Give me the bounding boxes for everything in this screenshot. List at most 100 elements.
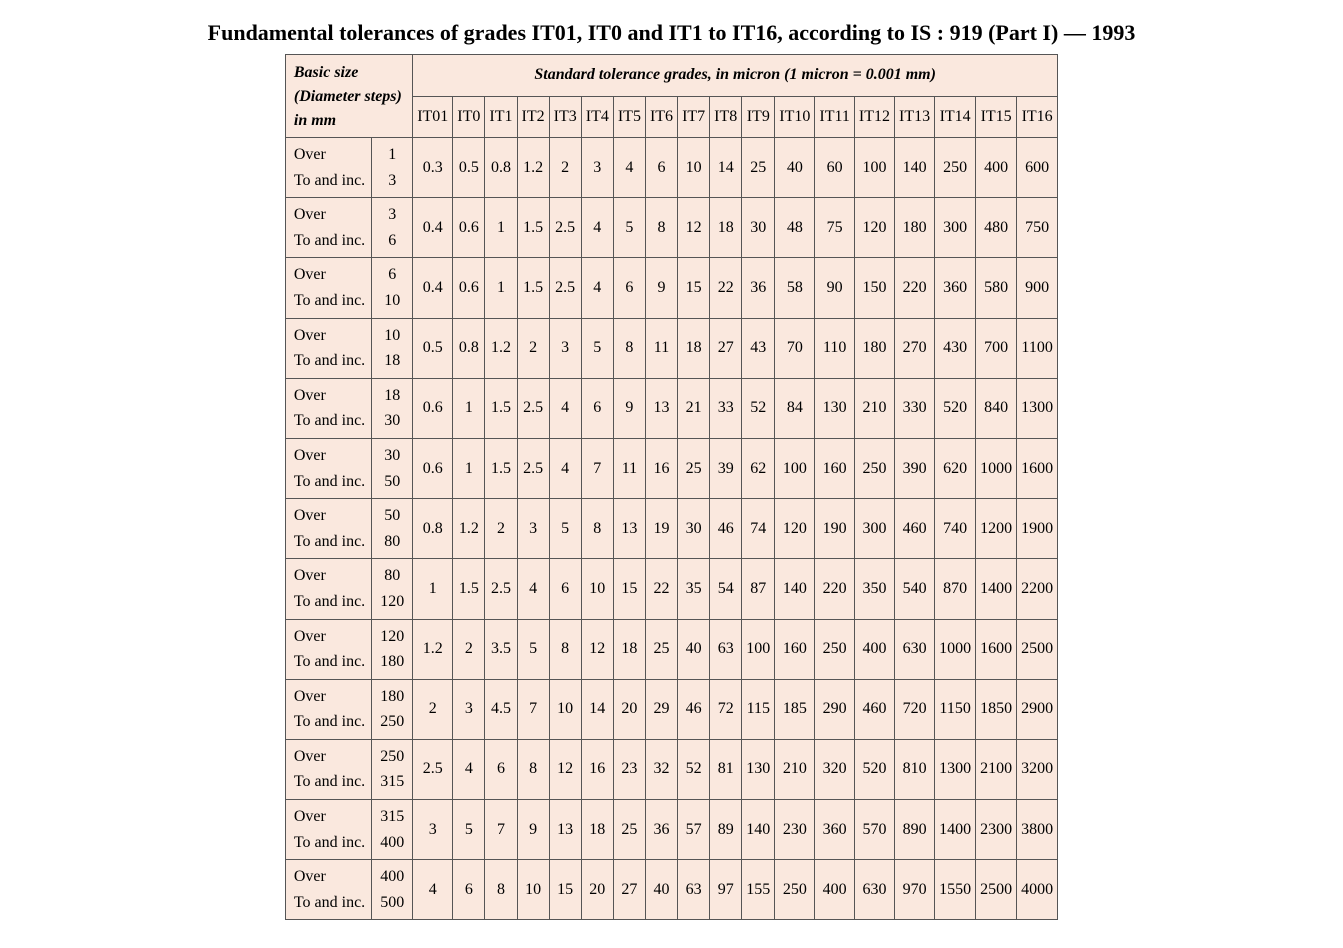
value-cell: 2 (413, 679, 453, 739)
size-to: 18 (384, 352, 400, 369)
table-row: OverTo and inc.3154003579131825365789140… (285, 800, 1057, 860)
table-row: OverTo and inc.6100.40.611.52.5469152236… (285, 258, 1057, 318)
value-cell: 0.4 (413, 258, 453, 318)
grade-header: IT11 (815, 96, 855, 138)
value-cell: 620 (935, 438, 976, 498)
value-cell: 16 (581, 739, 613, 799)
row-label-to: To and inc. (294, 834, 365, 851)
value-cell: 22 (710, 258, 742, 318)
size-range-cell: 315400 (372, 800, 413, 860)
row-label-over: Over (294, 447, 326, 464)
row-label-over: Over (294, 748, 326, 765)
value-cell: 6 (485, 739, 517, 799)
row-label-over: Over (294, 327, 326, 344)
value-cell: 2.5 (517, 438, 549, 498)
size-over: 400 (380, 868, 404, 885)
grade-header: IT01 (413, 96, 453, 138)
value-cell: 120 (854, 198, 894, 258)
value-cell: 11 (613, 438, 645, 498)
row-label-over: Over (294, 567, 326, 584)
row-label-to: To and inc. (294, 533, 365, 550)
value-cell: 1.5 (453, 559, 485, 619)
value-cell: 6 (549, 559, 581, 619)
value-cell: 1100 (1017, 318, 1058, 378)
value-cell: 2 (453, 619, 485, 679)
value-cell: 300 (935, 198, 976, 258)
value-cell: 4 (613, 138, 645, 198)
value-cell: 5 (549, 499, 581, 559)
value-cell: 1.2 (453, 499, 485, 559)
value-cell: 21 (678, 378, 710, 438)
value-cell: 2300 (976, 800, 1017, 860)
grade-header: IT6 (645, 96, 677, 138)
value-cell: 18 (613, 619, 645, 679)
value-cell: 840 (976, 378, 1017, 438)
value-cell: 52 (742, 378, 775, 438)
value-cell: 4 (453, 739, 485, 799)
value-cell: 33 (710, 378, 742, 438)
row-label-over: Over (294, 507, 326, 524)
value-cell: 97 (710, 860, 742, 920)
value-cell: 11 (645, 318, 677, 378)
row-label-cell: OverTo and inc. (285, 800, 371, 860)
value-cell: 1150 (935, 679, 976, 739)
table-row: OverTo and inc.360.40.611.52.54581218304… (285, 198, 1057, 258)
size-range-cell: 36 (372, 198, 413, 258)
value-cell: 970 (895, 860, 935, 920)
value-cell: 120 (775, 499, 815, 559)
size-over: 180 (380, 688, 404, 705)
value-cell: 600 (1017, 138, 1058, 198)
value-cell: 700 (976, 318, 1017, 378)
value-cell: 1400 (976, 559, 1017, 619)
value-cell: 90 (815, 258, 855, 318)
size-over: 10 (384, 327, 400, 344)
value-cell: 40 (645, 860, 677, 920)
value-cell: 130 (742, 739, 775, 799)
row-label-to: To and inc. (294, 172, 365, 189)
value-cell: 1.5 (517, 198, 549, 258)
size-over: 1 (388, 146, 396, 163)
value-cell: 630 (895, 619, 935, 679)
grade-header: IT8 (710, 96, 742, 138)
value-cell: 39 (710, 438, 742, 498)
row-label-cell: OverTo and inc. (285, 318, 371, 378)
row-label-cell: OverTo and inc. (285, 378, 371, 438)
table-row: OverTo and inc.2503152.54681216233252811… (285, 739, 1057, 799)
value-cell: 12 (678, 198, 710, 258)
value-cell: 1550 (935, 860, 976, 920)
value-cell: 52 (678, 739, 710, 799)
value-cell: 400 (976, 138, 1017, 198)
row-label-over: Over (294, 688, 326, 705)
value-cell: 63 (678, 860, 710, 920)
value-cell: 2.5 (549, 198, 581, 258)
value-cell: 190 (815, 499, 855, 559)
value-cell: 1900 (1017, 499, 1058, 559)
value-cell: 1000 (976, 438, 1017, 498)
value-cell: 60 (815, 138, 855, 198)
value-cell: 230 (775, 800, 815, 860)
size-range-cell: 610 (372, 258, 413, 318)
value-cell: 2100 (976, 739, 1017, 799)
value-cell: 1.2 (485, 318, 517, 378)
value-cell: 3 (413, 800, 453, 860)
row-label-cell: Over To and inc. (285, 499, 371, 559)
value-cell: 8 (549, 619, 581, 679)
value-cell: 1 (413, 559, 453, 619)
size-to: 500 (380, 894, 404, 911)
value-cell: 12 (549, 739, 581, 799)
value-cell: 62 (742, 438, 775, 498)
value-cell: 32 (645, 739, 677, 799)
value-cell: 16 (645, 438, 677, 498)
value-cell: 40 (678, 619, 710, 679)
table-row: OverTo and inc.1201801.223.5581218254063… (285, 619, 1057, 679)
value-cell: 25 (613, 800, 645, 860)
value-cell: 320 (815, 739, 855, 799)
value-cell: 6 (453, 860, 485, 920)
value-cell: 8 (645, 198, 677, 258)
row-label-to: To and inc. (294, 894, 365, 911)
size-over: 30 (384, 447, 400, 464)
grade-header: IT10 (775, 96, 815, 138)
value-cell: 30 (742, 198, 775, 258)
value-cell: 1.5 (517, 258, 549, 318)
value-cell: 10 (549, 679, 581, 739)
